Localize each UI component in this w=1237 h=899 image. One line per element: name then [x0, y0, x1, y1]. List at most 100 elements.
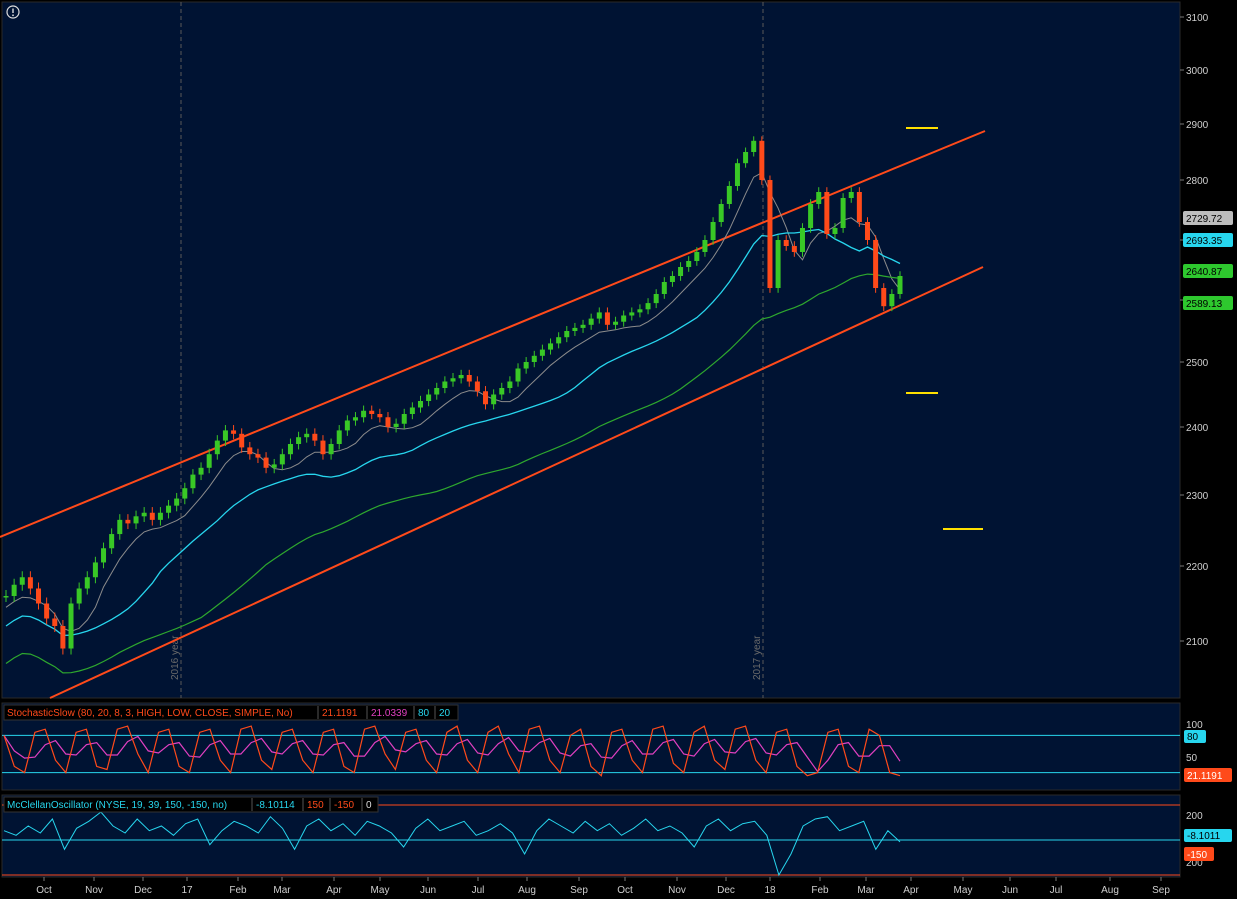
candle-body — [109, 534, 115, 549]
candle-body — [304, 433, 310, 438]
candle — [442, 376, 448, 394]
candle — [816, 187, 822, 209]
candle — [759, 136, 765, 185]
candle-body — [279, 454, 285, 465]
candle-body — [474, 381, 480, 392]
candle-body — [11, 584, 17, 596]
alert-circle-ring — [6, 5, 20, 19]
candle — [637, 304, 643, 318]
candle-body — [458, 375, 464, 379]
stochastic-header: StochasticSlow (80, 20, 8, 3, HIGH, LOW,… — [3, 704, 459, 721]
candle — [604, 307, 610, 330]
candle — [507, 376, 513, 394]
candle-body — [824, 192, 830, 234]
candle — [198, 462, 204, 481]
x-tick-label: Oct — [617, 885, 633, 896]
candle-body — [401, 414, 407, 424]
candle-body — [263, 457, 269, 468]
candle — [710, 217, 716, 245]
price-flag-label: 2729.72 — [1186, 214, 1223, 225]
candle-body — [141, 512, 147, 517]
candle — [222, 425, 228, 447]
alert-circle-dot — [12, 14, 14, 17]
stoch-k-line — [3, 725, 901, 777]
candle-body — [417, 401, 423, 408]
candle-body — [84, 577, 90, 589]
candle — [141, 507, 147, 522]
candle-body — [231, 430, 237, 434]
candle-body — [328, 444, 334, 455]
candle-body — [661, 282, 667, 294]
x-tick-label: Dec — [717, 885, 735, 896]
candle — [678, 262, 684, 281]
candle-body — [312, 433, 318, 441]
y-tick-label: 2500 — [1186, 358, 1209, 369]
mcclellan-header: McClellanOscillator (NYSE, 19, 39, 150, … — [3, 796, 379, 813]
candle-body — [222, 430, 228, 441]
alert-circle-icon[interactable] — [6, 5, 20, 19]
candle-body — [271, 464, 277, 468]
candle — [377, 408, 383, 423]
candle — [206, 448, 212, 474]
candle — [889, 289, 895, 312]
candle — [385, 412, 391, 433]
candle — [296, 431, 302, 450]
x-tick-label: Sep — [570, 885, 588, 896]
candle — [734, 158, 740, 191]
candle-body — [564, 331, 570, 338]
candle — [840, 193, 846, 233]
candle — [36, 582, 42, 610]
candle — [344, 415, 350, 436]
candle — [564, 326, 570, 343]
candle — [361, 405, 367, 423]
candle — [157, 507, 163, 526]
candle — [523, 357, 529, 374]
candle — [287, 438, 293, 460]
x-tick-label: Mar — [273, 885, 291, 896]
mcclellan-panel — [1, 794, 1181, 878]
candle-body — [409, 407, 415, 414]
x-tick-label: Oct — [36, 885, 52, 896]
candle-body — [580, 324, 586, 328]
y-tick-label: 2200 — [1186, 562, 1209, 573]
candle — [499, 382, 505, 400]
candle — [686, 256, 692, 272]
candle — [580, 319, 586, 333]
candle-body — [214, 440, 220, 455]
candle-body — [669, 276, 675, 282]
candle-body — [507, 381, 513, 388]
candle — [702, 235, 708, 257]
candle-body — [613, 321, 619, 325]
candle-body — [393, 423, 399, 427]
candle — [824, 187, 830, 239]
x-tick-label: Sep — [1152, 885, 1170, 896]
candle — [491, 389, 497, 410]
stochastic-header-box — [3, 704, 459, 721]
candle-body — [361, 410, 367, 418]
x-tick-label: Feb — [811, 885, 829, 896]
stoch-flag — [1184, 768, 1232, 782]
price-flag-label: 2640.87 — [1186, 267, 1223, 278]
candle-body — [515, 368, 521, 382]
candle — [783, 235, 789, 251]
stoch-flag — [1184, 730, 1206, 743]
candle-body — [864, 222, 870, 240]
candle — [694, 247, 700, 266]
candle-body — [548, 343, 554, 350]
candle-body — [174, 498, 180, 506]
candle — [166, 499, 172, 519]
y-tick-label: 2300 — [1186, 491, 1209, 502]
candle — [417, 395, 423, 413]
candle — [3, 590, 9, 602]
candle-body — [531, 355, 537, 362]
candle — [832, 223, 838, 239]
x-tick-label: Nov — [85, 885, 103, 896]
x-tick-label: 17 — [181, 885, 193, 896]
candle-body — [336, 430, 342, 444]
candle — [352, 412, 358, 426]
year-label: 2016 year — [170, 635, 181, 680]
candle — [52, 612, 58, 632]
candle — [474, 376, 480, 397]
